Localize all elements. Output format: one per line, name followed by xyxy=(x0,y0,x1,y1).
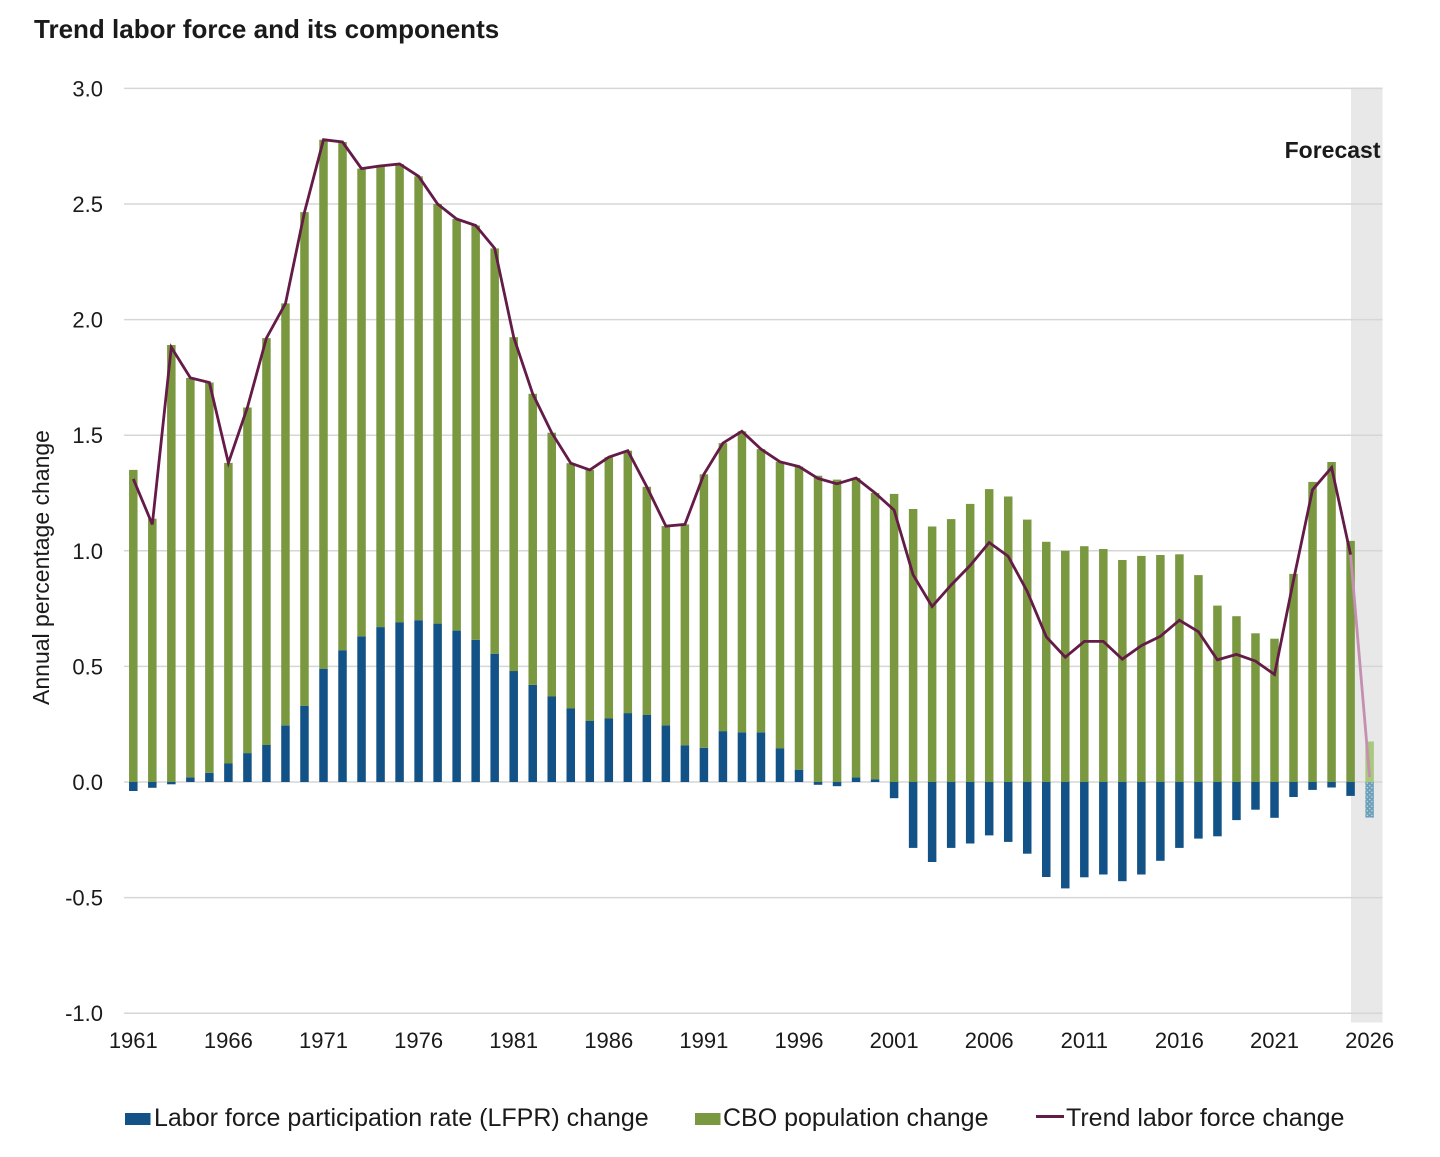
svg-text:2026: 2026 xyxy=(1345,1028,1394,1053)
svg-text:Trend labor force and its comp: Trend labor force and its components xyxy=(34,14,499,44)
svg-text:1986: 1986 xyxy=(584,1028,633,1053)
svg-text:CBO population change: CBO population change xyxy=(723,1104,988,1132)
svg-text:2.0: 2.0 xyxy=(72,308,103,333)
svg-text:-0.5: -0.5 xyxy=(65,886,103,911)
svg-text:2021: 2021 xyxy=(1250,1028,1299,1053)
svg-text:1981: 1981 xyxy=(489,1028,538,1053)
svg-text:1.5: 1.5 xyxy=(72,423,103,448)
svg-text:Labor force participation rate: Labor force participation rate (LFPR) ch… xyxy=(154,1104,649,1132)
svg-text:2006: 2006 xyxy=(965,1028,1014,1053)
svg-text:1966: 1966 xyxy=(204,1028,253,1053)
svg-text:1976: 1976 xyxy=(394,1028,443,1053)
svg-text:0.0: 0.0 xyxy=(72,770,103,795)
svg-text:Forecast: Forecast xyxy=(1285,137,1381,163)
svg-text:2016: 2016 xyxy=(1155,1028,1204,1053)
svg-text:-1.0: -1.0 xyxy=(65,1001,103,1026)
svg-text:1961: 1961 xyxy=(109,1028,158,1053)
svg-text:3.0: 3.0 xyxy=(72,76,103,101)
svg-text:Annual percentage change: Annual percentage change xyxy=(28,430,54,705)
svg-text:1.0: 1.0 xyxy=(72,539,103,564)
svg-text:2.5: 2.5 xyxy=(72,192,103,217)
svg-text:0.5: 0.5 xyxy=(72,654,103,679)
svg-text:1991: 1991 xyxy=(679,1028,728,1053)
svg-text:2011: 2011 xyxy=(1061,1028,1108,1053)
svg-text:2001: 2001 xyxy=(870,1028,919,1053)
svg-text:1996: 1996 xyxy=(775,1028,824,1053)
svg-text:Trend labor force change: Trend labor force change xyxy=(1066,1104,1344,1132)
svg-text:1971: 1971 xyxy=(299,1028,348,1053)
